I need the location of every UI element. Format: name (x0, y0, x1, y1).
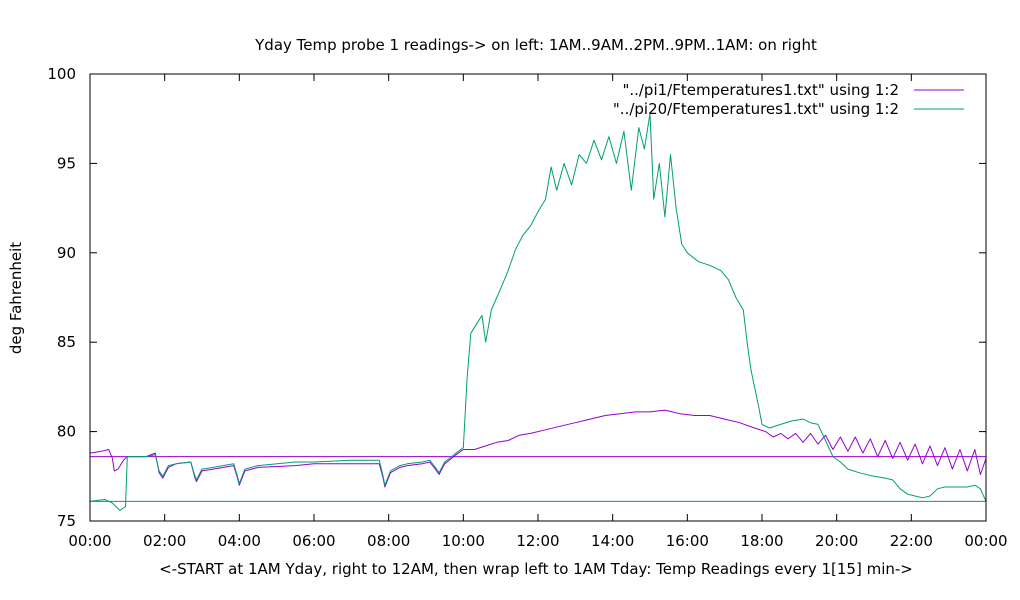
plot-area (89, 112, 987, 511)
x-tick-label: 14:00 (591, 532, 634, 550)
plot-frame (89, 73, 987, 522)
y-tick-label: 90 (57, 244, 76, 262)
x-axis-label: <-START at 1AM Yday, right to 12AM, then… (159, 560, 913, 578)
x-tick-label: 08:00 (367, 532, 410, 550)
y-axis-label: deg Fahrenheit (7, 242, 25, 354)
legend-label-2: "../pi20/Ftemperatures1.txt" using 1:2 (613, 100, 899, 118)
legend-label-1: "../pi1/Ftemperatures1.txt" using 1:2 (622, 81, 899, 99)
series-line-2 (89, 112, 987, 511)
x-tick-label: 20:00 (815, 532, 858, 550)
y-tick-label: 85 (57, 333, 76, 351)
x-tick-label: 06:00 (292, 532, 335, 550)
y-tick-label: 80 (57, 423, 76, 441)
x-tick-label: 12:00 (516, 532, 559, 550)
x-tick-label: 16:00 (666, 532, 709, 550)
x-tick-label: 00:00 (68, 532, 111, 550)
y-tick-label: 95 (57, 154, 76, 172)
x-tick-label: 10:00 (442, 532, 485, 550)
y-tick-label: 100 (47, 65, 76, 83)
x-tick-label: 02:00 (143, 532, 186, 550)
x-tick-label: 18:00 (740, 532, 783, 550)
axis-ticks: 75 80 85 90 95 100 00:00 02:00 04:00 06:00 08:00 10… (47, 65, 1007, 550)
chart-title: Yday Temp probe 1 readings-> on left: 1A… (254, 36, 817, 54)
x-tick-label: 00:00 (964, 532, 1007, 550)
x-tick-label: 04:00 (218, 532, 261, 550)
y-tick-label: 75 (57, 512, 76, 530)
series-line-1 (89, 409, 987, 488)
x-tick-label: 22:00 (890, 532, 933, 550)
legend: "../pi1/Ftemperatures1.txt" using 1:2"..… (613, 81, 964, 118)
